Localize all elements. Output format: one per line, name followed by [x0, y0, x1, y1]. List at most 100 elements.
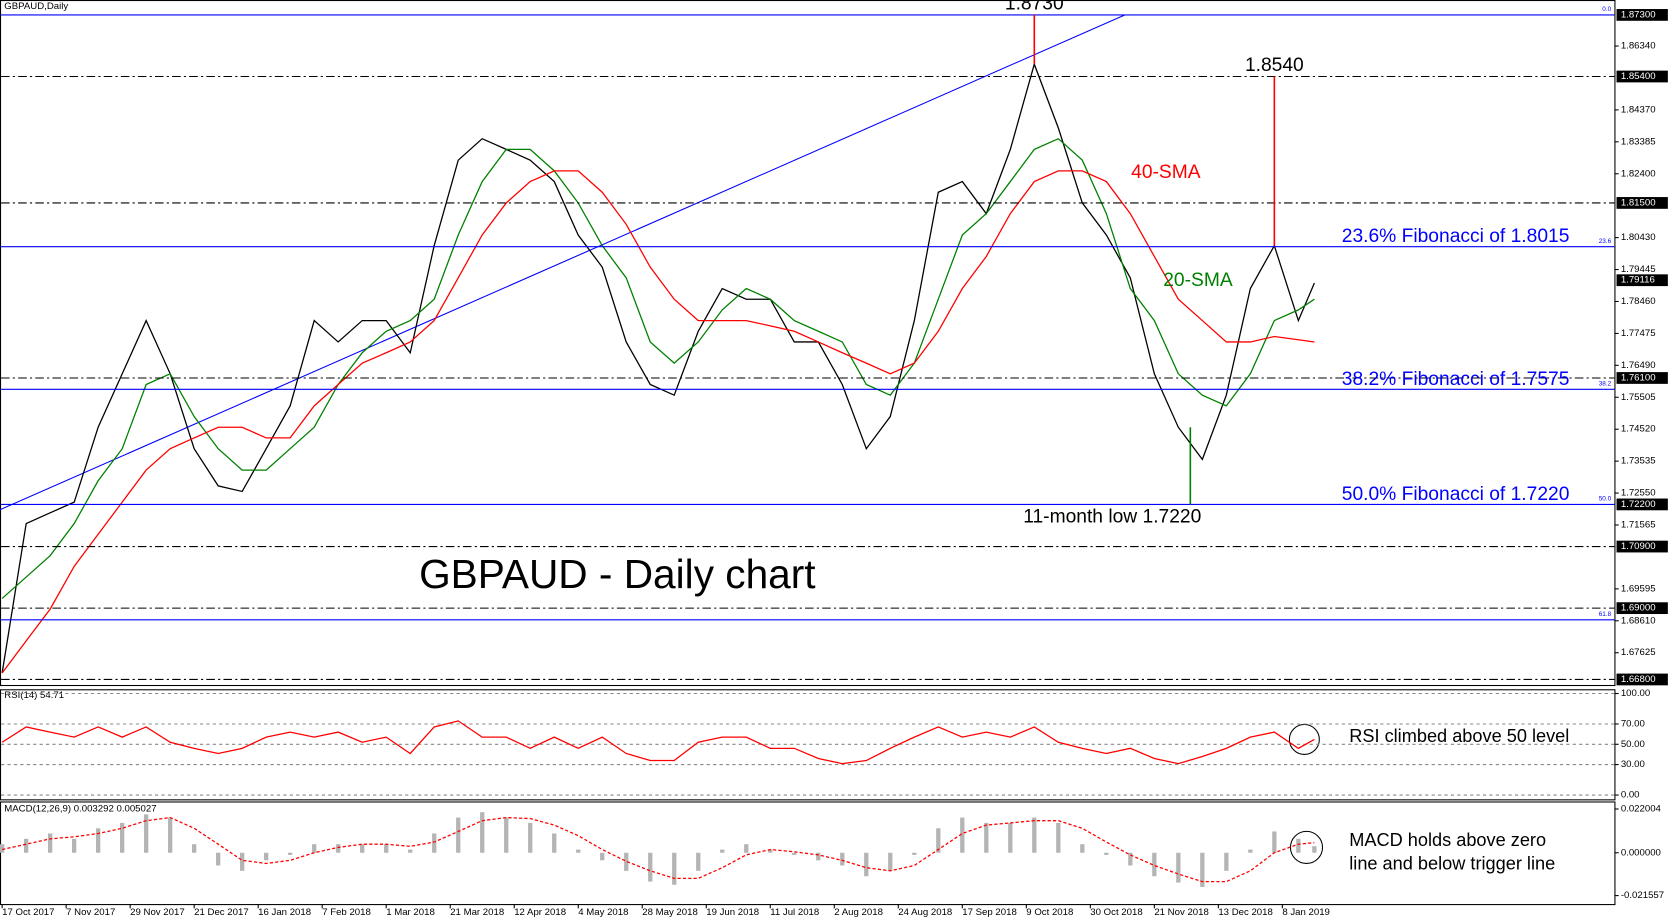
x-tick-label: 16 Jan 2018 — [258, 907, 311, 918]
x-tick-label: 24 Aug 2018 — [898, 907, 952, 918]
histogram-bar — [624, 852, 629, 871]
y-tick-label: 1.77475 — [1621, 328, 1656, 339]
histogram-bar — [960, 817, 965, 853]
histogram-bar — [768, 849, 773, 853]
level-label-box — [1616, 70, 1668, 83]
x-tick-label: 12 Apr 2018 — [514, 907, 566, 918]
x-tick-label: 19 Jun 2018 — [706, 907, 759, 918]
series-line — [1, 720, 1315, 765]
histogram-bar — [552, 833, 557, 853]
fibonacci-level: 61.8 — [1599, 611, 1612, 618]
chart-subtitle: GBPAUD,Daily — [4, 1, 68, 12]
histogram-bar — [72, 838, 77, 853]
histogram-bar — [216, 852, 221, 866]
x-tick-label: 13 Dec 2018 — [1218, 907, 1273, 918]
x-tick-label: 9 Oct 2018 — [1026, 907, 1073, 918]
x-tick-label: 11 Jul 2018 — [770, 907, 819, 918]
fibonacci-price-box — [1616, 9, 1668, 21]
y-tick-label: 1.71565 — [1621, 520, 1656, 531]
histogram-bar — [264, 852, 269, 861]
y-tick-label: 1.80430 — [1621, 232, 1656, 243]
histogram-bar — [600, 852, 605, 861]
macd-title: MACD(12,26,9) 0.003292 0.005027 — [4, 803, 156, 814]
histogram-bar — [1128, 852, 1133, 866]
y-tick-label: 1.72550 — [1621, 488, 1656, 499]
histogram-bar — [408, 849, 413, 853]
histogram-bar — [0, 844, 5, 853]
histogram-bar — [1104, 852, 1109, 855]
fibonacci-level: 0.0 — [1602, 6, 1611, 13]
histogram-bar — [24, 838, 29, 853]
series-line — [1, 816, 1315, 883]
histogram-bar — [1272, 831, 1277, 853]
y-tick-label: 0.00 — [1621, 790, 1640, 801]
x-tick-label: 17 Oct 2017 — [2, 907, 54, 918]
y-tick-label: 1.76490 — [1621, 360, 1656, 371]
histogram-bar — [1008, 822, 1013, 853]
series-line — [1, 170, 1315, 674]
x-tick-label: 21 Dec 2017 — [194, 907, 249, 918]
histogram-bar — [864, 852, 869, 877]
x-tick-label: 28 May 2018 — [642, 907, 698, 918]
histogram-bar — [168, 817, 173, 853]
histogram-bar — [288, 852, 293, 855]
x-tick-label: 29 Nov 2017 — [130, 907, 185, 918]
fibonacci-label: 23.6% Fibonacci of 1.8015 — [1342, 226, 1570, 247]
histogram-bar — [528, 822, 533, 853]
histogram-bar — [1176, 852, 1181, 883]
histogram-bar — [936, 828, 941, 853]
y-tick-label: 0.000000 — [1621, 847, 1661, 858]
x-tick-label: 21 Mar 2018 — [450, 907, 504, 918]
histogram-bar — [816, 852, 821, 861]
level-label: 1.69000 — [1621, 603, 1656, 614]
level-label: 1.70900 — [1621, 541, 1656, 552]
histogram-bar — [480, 812, 485, 853]
rsi-highlight — [1288, 723, 1320, 755]
macd-annotation: MACD holds above zero — [1349, 830, 1546, 850]
histogram-bar — [48, 833, 53, 853]
histogram-bar — [696, 852, 701, 871]
histogram-bar — [360, 844, 365, 853]
series-label: 40-SMA — [1131, 162, 1201, 183]
x-tick-label: 7 Nov 2017 — [66, 907, 115, 918]
level-label: 1.76100 — [1621, 373, 1656, 384]
y-tick-label: 70.00 — [1621, 719, 1645, 730]
level-label: 1.85400 — [1621, 71, 1656, 82]
y-tick-label: 1.75505 — [1621, 392, 1656, 403]
y-tick-label: 1.79445 — [1621, 264, 1656, 275]
level-label-box — [1616, 673, 1668, 686]
fibonacci-level: 38.2 — [1599, 381, 1612, 388]
y-tick-label: 1.73535 — [1621, 456, 1656, 467]
y-tick-label: 1.86340 — [1621, 41, 1656, 52]
x-tick-label: 4 May 2018 — [578, 907, 628, 918]
y-tick-label: 1.67625 — [1621, 647, 1656, 658]
level-label-box — [1616, 197, 1668, 209]
histogram-bar — [1248, 849, 1253, 853]
histogram-bar — [144, 814, 149, 853]
histogram-bar — [312, 844, 317, 853]
y-tick-label: 1.68610 — [1621, 615, 1656, 626]
y-tick-label: 1.83385 — [1621, 136, 1656, 147]
histogram-bar — [792, 852, 797, 855]
rsi-annotation: RSI climbed above 50 level — [1349, 726, 1569, 746]
x-tick-label: 30 Oct 2018 — [1090, 907, 1142, 918]
price-panel — [0, 0, 1616, 687]
histogram-bar — [576, 849, 581, 853]
histogram-bar — [720, 849, 725, 853]
level-label: 1.66800 — [1621, 674, 1656, 685]
fibonacci-price: 1.72200 — [1621, 499, 1656, 510]
extreme-label: 1.8540 — [1245, 55, 1304, 76]
histogram-bar — [840, 852, 845, 866]
histogram-bar — [192, 844, 197, 853]
x-tick-label: 7 Feb 2018 — [322, 907, 371, 918]
histogram-bar — [912, 852, 917, 855]
level-label: 1.81500 — [1621, 197, 1656, 208]
level-label-box — [1616, 602, 1668, 615]
level-label-box — [1616, 372, 1668, 384]
histogram-bar — [504, 817, 509, 853]
histogram-bar — [648, 852, 653, 882]
rsi-title: RSI(14) 54.71 — [4, 690, 64, 701]
